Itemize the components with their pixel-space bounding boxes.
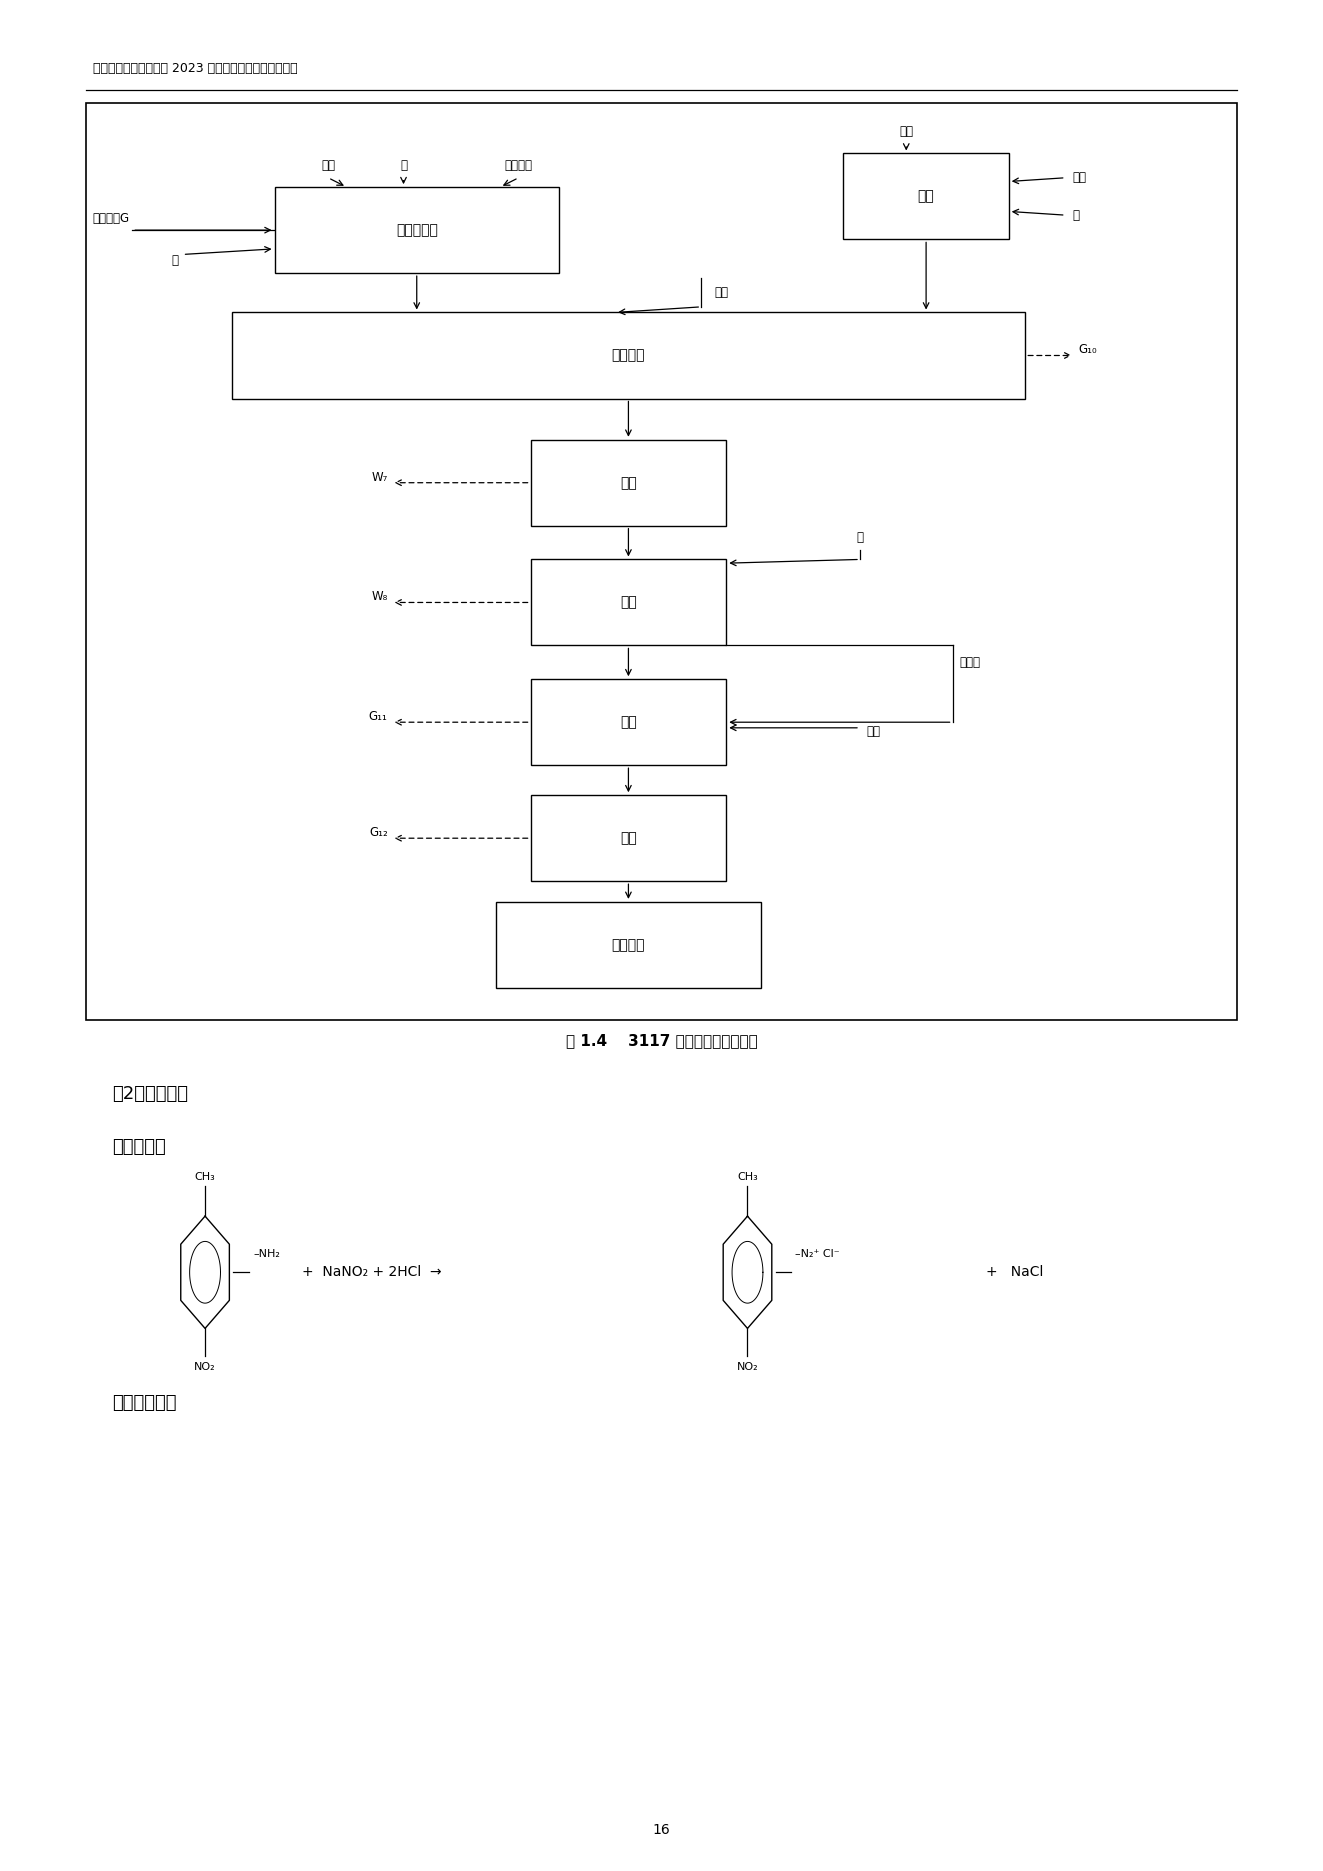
Text: CH₃: CH₃ [194, 1173, 216, 1182]
Text: 重氮化反应: 重氮化反应 [112, 1138, 167, 1156]
Text: 水: 水 [856, 531, 864, 544]
Text: 亚硝酸钠: 亚硝酸钠 [504, 159, 533, 172]
Text: 图 1.4    3117 亮红生产工艺流程图: 图 1.4 3117 亮红生产工艺流程图 [566, 1033, 757, 1048]
Text: 水: 水 [1072, 210, 1080, 221]
Text: 偶合组分溶解: 偶合组分溶解 [112, 1394, 177, 1413]
Text: 水: 水 [400, 159, 407, 172]
Bar [844, 153, 1008, 239]
Text: –NH₂: –NH₂ [253, 1248, 280, 1259]
Text: NO₂: NO₂ [737, 1362, 758, 1371]
Text: 水洗: 水洗 [620, 595, 636, 610]
Text: W₇: W₇ [372, 471, 388, 483]
Bar [496, 902, 761, 988]
Text: 宇虹颜料股份有限公司 2023 年度温室气体排放核查报告: 宇虹颜料股份有限公司 2023 年度温室气体排放核查报告 [93, 62, 298, 75]
Text: （2）反应原理: （2）反应原理 [112, 1085, 188, 1104]
Bar [531, 559, 726, 645]
Text: 回收水: 回收水 [959, 657, 980, 668]
Text: +   NaCl: + NaCl [986, 1265, 1043, 1280]
Text: 片碱: 片碱 [1072, 172, 1086, 183]
Text: CH₃: CH₃ [737, 1173, 758, 1182]
Bar [531, 440, 726, 526]
Text: 蒸汽: 蒸汽 [714, 286, 729, 299]
Text: NO₂: NO₂ [194, 1362, 216, 1371]
Text: G₁₂: G₁₂ [369, 827, 388, 838]
Text: W₈: W₈ [372, 591, 388, 602]
Text: 压滤: 压滤 [620, 475, 636, 490]
Text: 蒸汽: 蒸汽 [867, 726, 881, 737]
Text: 冰: 冰 [172, 254, 179, 266]
Bar [531, 679, 726, 765]
Text: G₁₁: G₁₁ [369, 711, 388, 722]
Text: G₁₀: G₁₀ [1078, 344, 1097, 355]
Text: +  NaNO₂ + 2HCl  →: + NaNO₂ + 2HCl → [302, 1265, 442, 1280]
Text: 重氮化反应: 重氮化反应 [396, 223, 438, 238]
Bar [86, 103, 1237, 1020]
Text: 拼混成品: 拼混成品 [611, 937, 646, 952]
Text: 色酚: 色酚 [900, 125, 913, 138]
Text: –N₂⁺ Cl⁻: –N₂⁺ Cl⁻ [795, 1248, 840, 1259]
Bar [232, 312, 1025, 399]
Bar [275, 187, 558, 273]
Text: 16: 16 [652, 1822, 671, 1837]
Text: 粉碎: 粉碎 [620, 831, 636, 846]
Text: 烘干: 烘干 [620, 715, 636, 730]
Bar [531, 795, 726, 881]
Text: 盐酸: 盐酸 [321, 159, 335, 172]
Text: 溶解: 溶解 [918, 189, 934, 204]
Text: 大红色基G: 大红色基G [93, 213, 130, 225]
Text: 偶合反应: 偶合反应 [611, 348, 646, 363]
